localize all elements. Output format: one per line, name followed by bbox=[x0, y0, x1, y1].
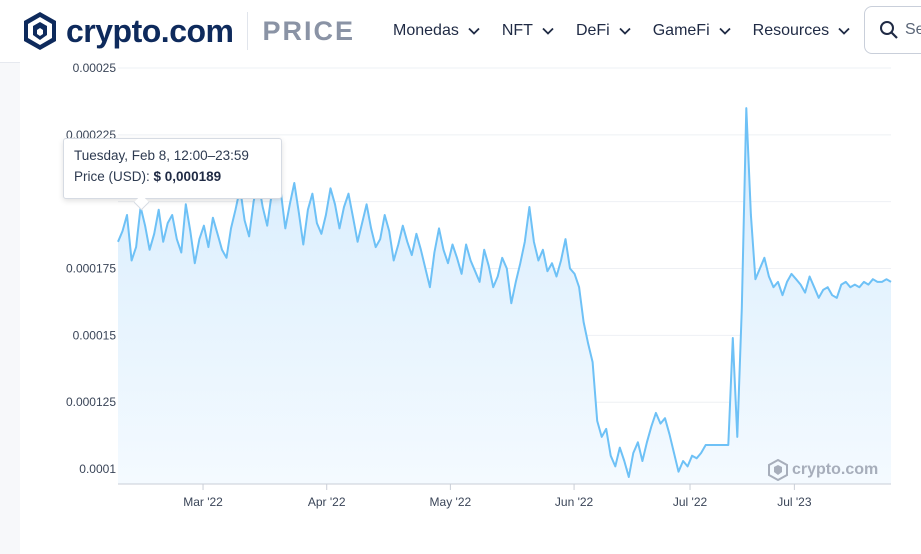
price-tooltip: Tuesday, Feb 8, 12:00–23:59 Price (USD):… bbox=[63, 138, 282, 199]
nav-defi[interactable]: DeFi bbox=[576, 22, 631, 40]
tooltip-price-value: $ 0,000189 bbox=[153, 169, 222, 184]
y-tick-label: 0.000125 bbox=[66, 395, 116, 409]
chevron-down-icon bbox=[838, 27, 850, 35]
chart-watermark: crypto.com bbox=[768, 459, 878, 481]
x-tick-label: Jul '23 bbox=[777, 495, 812, 509]
chevron-down-icon bbox=[619, 27, 631, 35]
x-tick-label: Mar '22 bbox=[183, 495, 223, 509]
main-nav: Monedas NFT DeFi GameFi Resources bbox=[393, 22, 872, 40]
tooltip-price-label: Price (USD): bbox=[74, 169, 150, 184]
top-header: crypto.com PRICE Monedas NFT DeFi GameFi… bbox=[0, 0, 921, 63]
y-tick-label: 0.000175 bbox=[66, 262, 116, 276]
price-chart-card: 0.0001 0.000125 0.00015 0.000175 0.000225 0.0… bbox=[20, 62, 921, 554]
nav-monedas[interactable]: Monedas bbox=[393, 22, 480, 40]
price-line bbox=[117, 107, 892, 478]
search-input[interactable]: Se bbox=[864, 6, 921, 54]
brand-name: crypto.com bbox=[66, 12, 234, 49]
section-title: PRICE bbox=[262, 15, 356, 46]
nav-label: NFT bbox=[501, 22, 533, 39]
brand-logo[interactable]: crypto.com bbox=[22, 0, 234, 62]
nav-label: DeFi bbox=[575, 22, 610, 39]
x-tick-label: Jun '22 bbox=[555, 495, 594, 509]
header-divider bbox=[247, 12, 249, 50]
y-tick-label: 0.00015 bbox=[73, 328, 117, 342]
x-tick-label: Jul '22 bbox=[673, 495, 708, 509]
chevron-down-icon bbox=[542, 27, 554, 35]
price-chart[interactable]: 0.00010.0001250.000150.0001750.0002250.0… bbox=[20, 62, 921, 554]
y-tick-label: 0.00025 bbox=[73, 62, 117, 75]
nav-gamefi[interactable]: GameFi bbox=[653, 22, 731, 40]
nav-nft[interactable]: NFT bbox=[502, 22, 554, 40]
x-tick-label: Apr '22 bbox=[308, 495, 346, 509]
y-tick-label: 0.0001 bbox=[79, 462, 116, 476]
x-tick-label: May '22 bbox=[430, 495, 472, 509]
nav-label: Monedas bbox=[393, 22, 459, 39]
chevron-down-icon bbox=[719, 27, 731, 35]
nav-label: Resources bbox=[752, 22, 830, 39]
tooltip-date: Tuesday, Feb 8, 12:00–23:59 bbox=[74, 148, 249, 163]
search-icon bbox=[880, 21, 898, 39]
search-placeholder: Se bbox=[905, 21, 921, 38]
nav-resources[interactable]: Resources bbox=[753, 22, 850, 40]
price-area bbox=[118, 108, 891, 484]
watermark-text: crypto.com bbox=[792, 461, 879, 478]
chevron-down-icon bbox=[468, 27, 480, 35]
tooltip-price-row: Price (USD): $ 0,000189 bbox=[74, 169, 281, 184]
nav-label: GameFi bbox=[652, 22, 710, 39]
crypto-lion-logo-icon bbox=[24, 12, 56, 50]
crypto-logo-watermark-icon bbox=[768, 459, 788, 481]
